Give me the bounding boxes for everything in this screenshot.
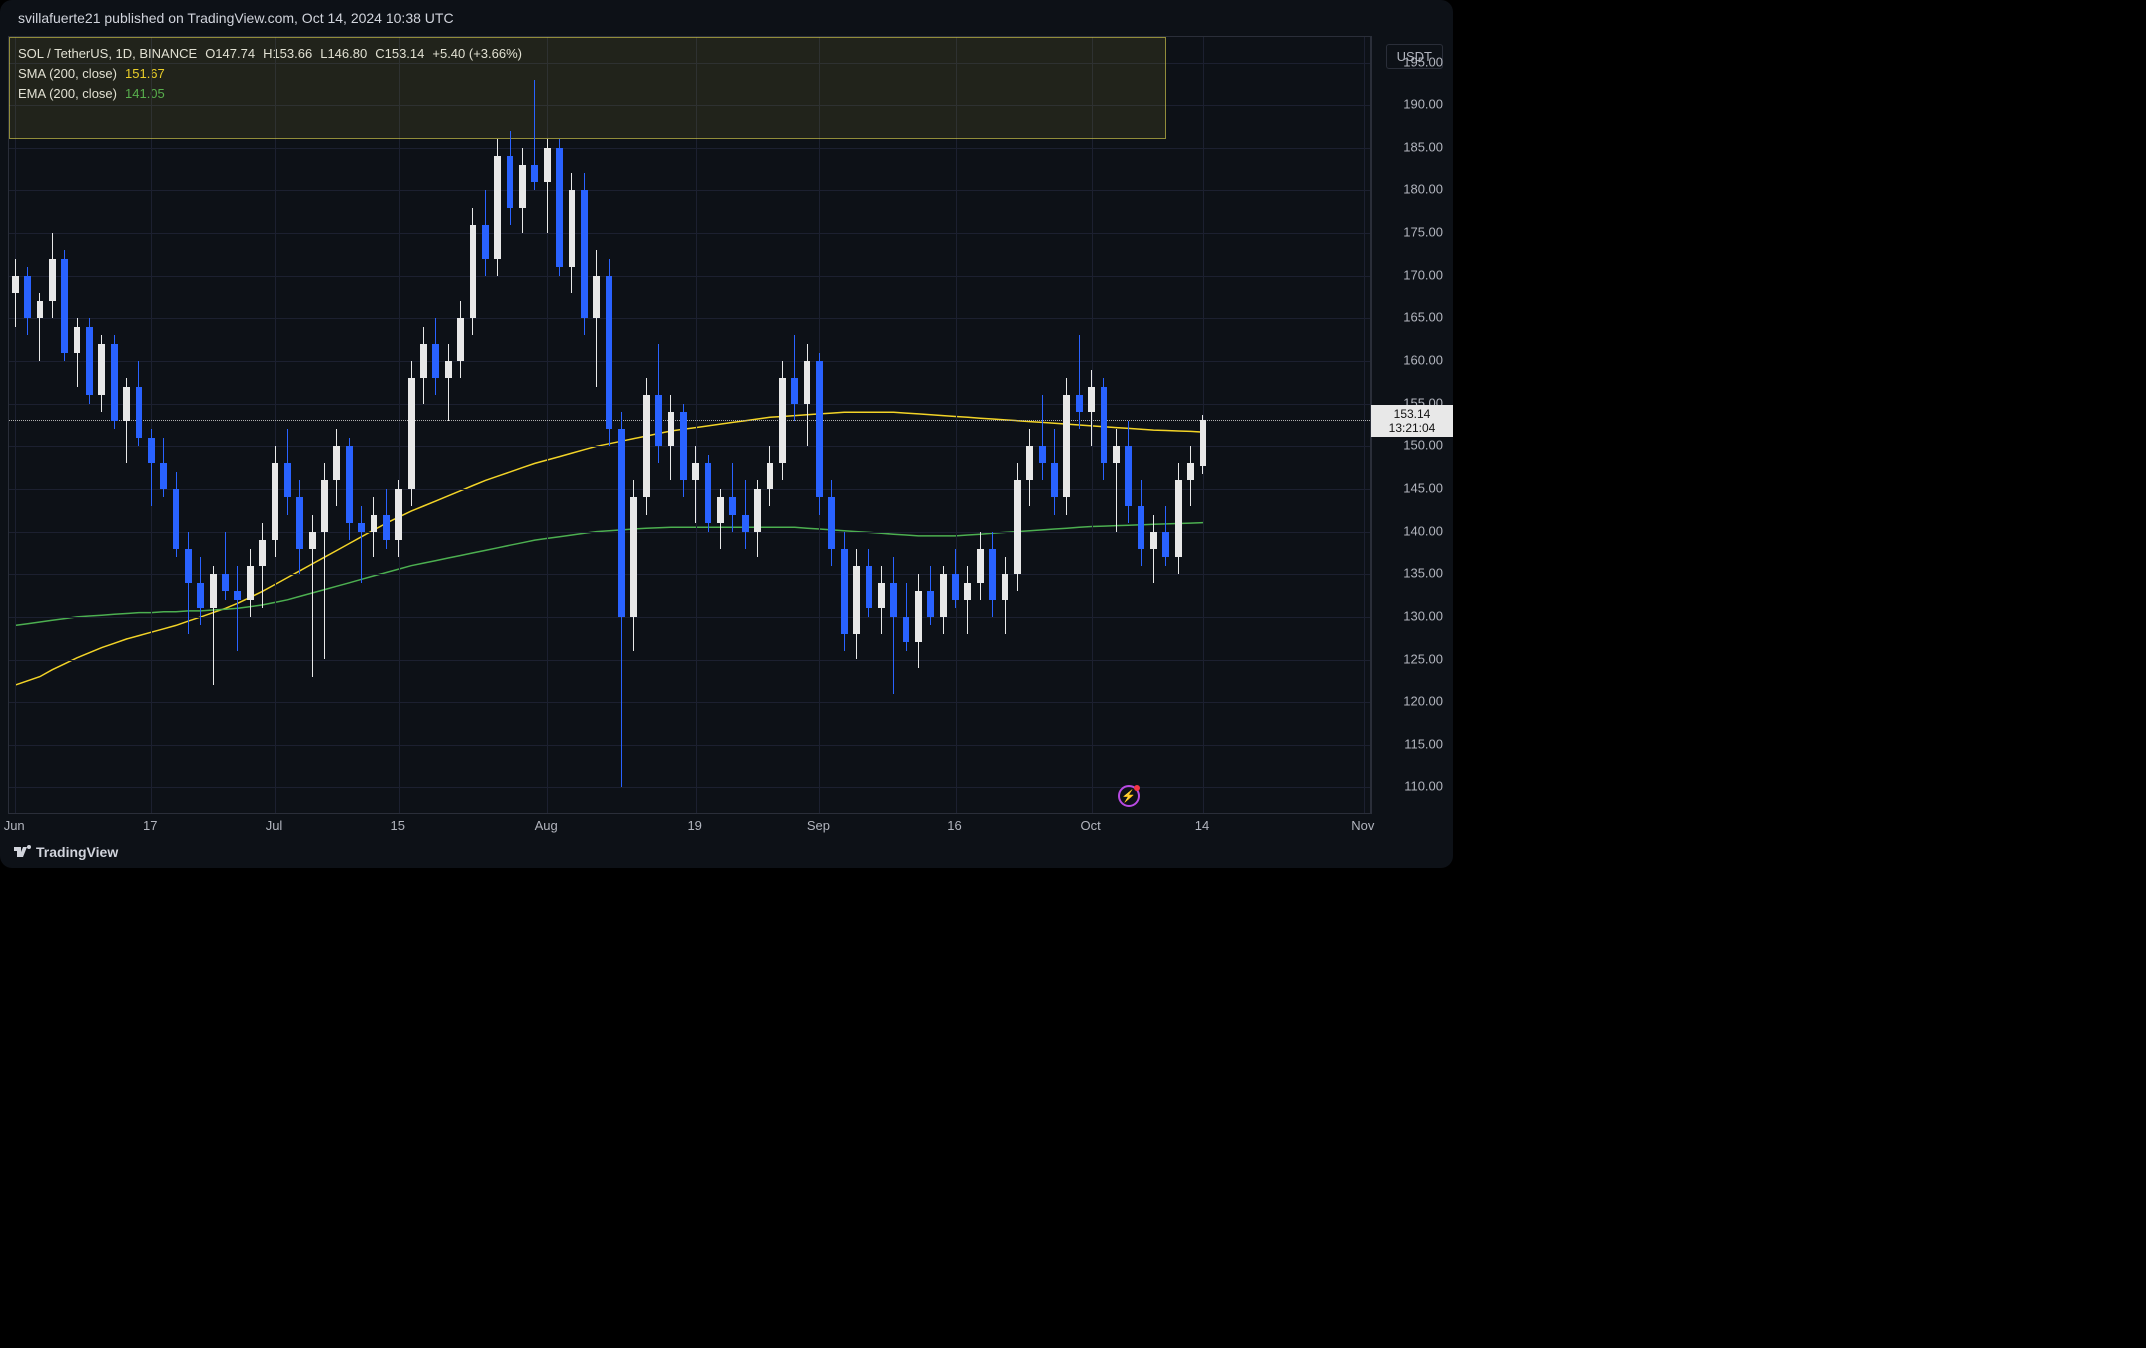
y-tick-label: 135.00 (1403, 566, 1443, 581)
event-icon[interactable]: ⚡ (1118, 785, 1140, 807)
x-tick-label: Aug (535, 818, 558, 833)
x-tick-label: 16 (947, 818, 961, 833)
y-tick-label: 195.00 (1403, 54, 1443, 69)
y-tick-label: 150.00 (1403, 438, 1443, 453)
y-tick-label: 185.00 (1403, 139, 1443, 154)
supply-zone (9, 37, 1166, 139)
y-axis[interactable]: USDT 110.00115.00120.00125.00130.00135.0… (1371, 36, 1453, 814)
y-tick-label: 190.00 (1403, 97, 1443, 112)
price-chart[interactable]: ⚡ (8, 36, 1371, 814)
y-tick-label: 160.00 (1403, 353, 1443, 368)
ma-overlay (9, 37, 1370, 813)
y-tick-label: 110.00 (1404, 779, 1443, 794)
current-price-line (9, 420, 1370, 421)
x-tick-label: 15 (391, 818, 405, 833)
x-axis[interactable]: Jun17Jul15Aug19Sep16Oct14Nov (8, 814, 1371, 838)
y-tick-label: 170.00 (1403, 267, 1443, 282)
y-tick-label: 115.00 (1404, 736, 1443, 751)
price-tag: 153.1413:21:04 (1371, 405, 1453, 437)
tv-logo-text: TradingView (36, 844, 118, 860)
publish-info: svillafuerte21 published on TradingView.… (18, 10, 454, 26)
x-tick-label: 17 (143, 818, 157, 833)
y-tick-label: 140.00 (1403, 523, 1443, 538)
x-tick-label: Sep (807, 818, 830, 833)
x-tick-label: 19 (687, 818, 701, 833)
y-tick-label: 175.00 (1403, 225, 1443, 240)
x-tick-label: Oct (1080, 818, 1100, 833)
x-tick-label: Jul (266, 818, 283, 833)
y-tick-label: 145.00 (1403, 480, 1443, 495)
y-tick-label: 120.00 (1403, 694, 1443, 709)
tradingview-logo: TradingView (14, 844, 118, 860)
y-tick-label: 125.00 (1403, 651, 1443, 666)
y-tick-label: 180.00 (1403, 182, 1443, 197)
x-tick-label: Jun (4, 818, 25, 833)
tv-logo-icon (14, 845, 32, 859)
y-tick-label: 165.00 (1403, 310, 1443, 325)
y-tick-label: 130.00 (1403, 608, 1443, 623)
x-tick-label: Nov (1351, 818, 1374, 833)
x-tick-label: 14 (1195, 818, 1209, 833)
